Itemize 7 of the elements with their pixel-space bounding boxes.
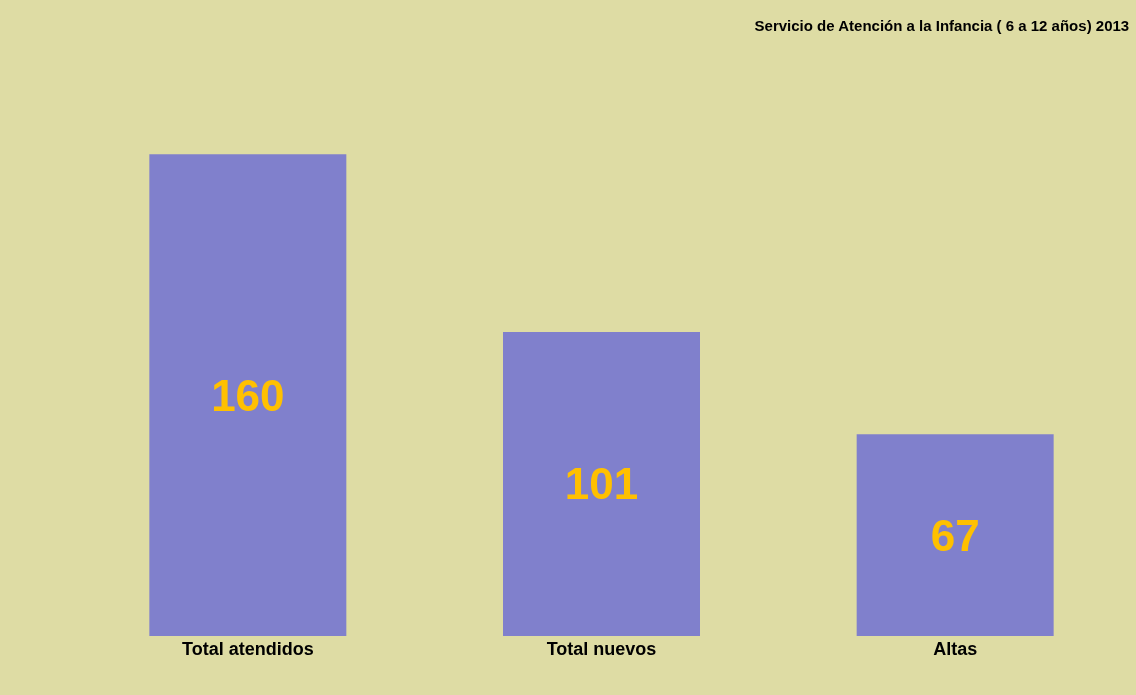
chart-title: Servicio de Atención a la Infancia ( 6 a 12 años) 2013: [754, 17, 1130, 35]
x-tick-label: Total atendidos: [181, 639, 314, 659]
data-label: 67: [930, 510, 980, 560]
x-tick-label: Altas: [933, 639, 978, 659]
x-tick-label: Total nuevos: [546, 639, 657, 659]
data-label: 160: [211, 370, 285, 420]
data-label: 101: [564, 459, 639, 509]
